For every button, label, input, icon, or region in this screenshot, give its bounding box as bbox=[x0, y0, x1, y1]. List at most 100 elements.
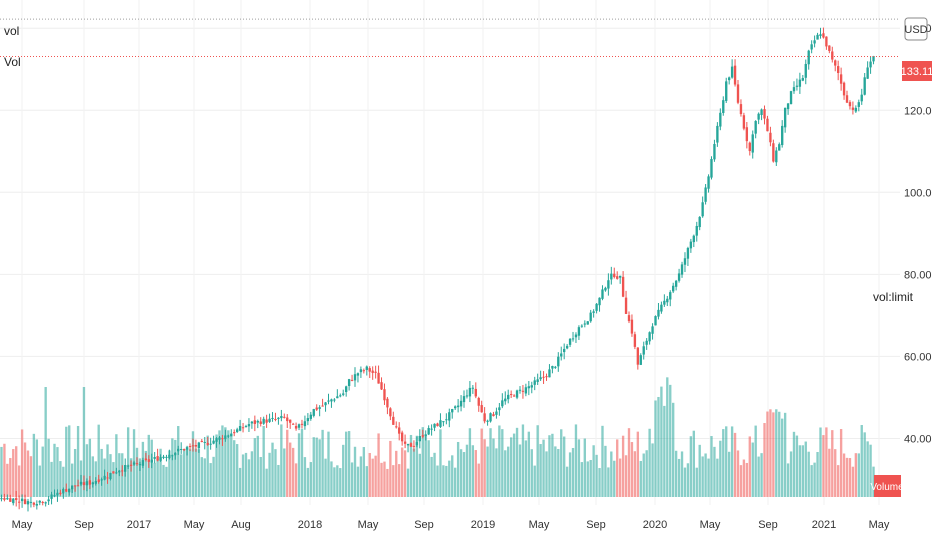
volume-bar bbox=[672, 402, 675, 497]
candle-body bbox=[421, 435, 424, 437]
candle-body bbox=[509, 393, 513, 395]
volume-bar bbox=[106, 444, 109, 497]
candle-body bbox=[789, 91, 793, 105]
volume-bar bbox=[551, 433, 554, 497]
volume-bar bbox=[733, 432, 737, 497]
volume-bar bbox=[483, 439, 486, 497]
x-axis: May Sep 2017 May Aug 2018 May Sep 2019 May Sep 2020… bbox=[12, 519, 890, 531]
volume-bar bbox=[262, 425, 265, 497]
candle-body bbox=[371, 370, 374, 373]
volume-bar bbox=[68, 425, 71, 497]
volume-bar bbox=[141, 441, 145, 497]
candle-body bbox=[719, 112, 722, 127]
volume-bar bbox=[792, 431, 796, 497]
candle-body bbox=[53, 495, 56, 497]
candle-body bbox=[15, 498, 18, 501]
volume-bar bbox=[244, 452, 248, 497]
candle-body bbox=[810, 44, 813, 50]
volume-bar bbox=[241, 454, 245, 497]
candle-body bbox=[616, 276, 619, 279]
candle-body bbox=[182, 449, 186, 451]
candle-body bbox=[286, 417, 289, 422]
candle-body bbox=[792, 87, 796, 92]
candle-body bbox=[648, 332, 651, 342]
volume-bar bbox=[191, 431, 195, 497]
candle-body bbox=[448, 412, 451, 421]
candle-body bbox=[607, 280, 610, 289]
volume-bar bbox=[474, 450, 477, 497]
x-tick-label: May bbox=[529, 519, 550, 531]
candle-body bbox=[26, 501, 30, 505]
volume-bar bbox=[686, 463, 690, 497]
candle-body bbox=[121, 470, 124, 472]
candle-body bbox=[674, 280, 678, 287]
volume-bar bbox=[542, 439, 545, 497]
volume-bar bbox=[459, 449, 463, 497]
candle-body bbox=[689, 241, 693, 249]
candle-body bbox=[760, 109, 763, 116]
volume-bar bbox=[194, 448, 198, 497]
candle-body bbox=[88, 480, 92, 485]
volume-bar bbox=[203, 458, 206, 497]
candle-body bbox=[362, 370, 366, 372]
volume-bar bbox=[571, 447, 575, 497]
volume-bar bbox=[180, 454, 183, 497]
candle-body bbox=[571, 338, 575, 340]
candle-body bbox=[188, 446, 192, 448]
volume-bar bbox=[235, 444, 239, 497]
candle-body bbox=[318, 407, 321, 409]
candle-body bbox=[707, 176, 710, 189]
candle-body bbox=[180, 448, 183, 450]
volume-bar bbox=[869, 444, 872, 497]
volume-bar bbox=[730, 426, 734, 497]
volume-bar bbox=[627, 428, 631, 497]
candle-body bbox=[848, 102, 852, 107]
candle-body bbox=[557, 356, 560, 367]
candle-body bbox=[801, 78, 804, 81]
candle-body bbox=[601, 289, 604, 299]
candle-body bbox=[636, 347, 640, 365]
volume-bar bbox=[371, 458, 374, 497]
volume-bar bbox=[297, 433, 301, 497]
volume-bar bbox=[321, 429, 324, 497]
volume-bar bbox=[174, 439, 177, 497]
candle-body bbox=[71, 485, 74, 490]
volume-bar bbox=[218, 430, 221, 497]
volume-bar bbox=[386, 468, 389, 497]
candle-body bbox=[395, 426, 398, 428]
candle-body bbox=[291, 423, 295, 425]
volume-bar bbox=[38, 465, 41, 497]
last-price-value: 133.11 bbox=[901, 66, 932, 78]
candle-body bbox=[839, 74, 843, 84]
candle-body bbox=[483, 413, 486, 422]
volume-bar bbox=[306, 467, 310, 497]
volume-bar bbox=[392, 465, 395, 497]
candle-body bbox=[380, 382, 383, 390]
candle-body bbox=[560, 353, 563, 357]
volume-bar bbox=[50, 461, 53, 497]
volume-bar bbox=[73, 449, 77, 497]
candle-body bbox=[477, 398, 480, 406]
volume-bar bbox=[197, 449, 201, 497]
candle-body bbox=[489, 413, 492, 422]
candle-body bbox=[215, 438, 218, 442]
volume-bar bbox=[100, 448, 103, 497]
candle-body bbox=[742, 115, 746, 129]
currency-badge[interactable]: USD bbox=[904, 17, 928, 41]
candle-body bbox=[129, 464, 133, 466]
volume-bar bbox=[289, 442, 292, 497]
volume-bar bbox=[430, 456, 433, 497]
candle-body bbox=[274, 418, 277, 420]
volume-bar bbox=[769, 409, 772, 497]
candle-body bbox=[35, 504, 39, 506]
volume-bar bbox=[636, 431, 640, 497]
volume-bar bbox=[389, 440, 392, 497]
candle-body bbox=[171, 455, 174, 457]
volume-bar bbox=[56, 447, 59, 497]
volume-bar bbox=[509, 437, 513, 497]
volume-bar bbox=[848, 458, 852, 497]
candle-body bbox=[100, 479, 103, 481]
volume-bar bbox=[47, 438, 50, 497]
candle-body bbox=[336, 396, 339, 399]
candle-body bbox=[492, 414, 495, 417]
